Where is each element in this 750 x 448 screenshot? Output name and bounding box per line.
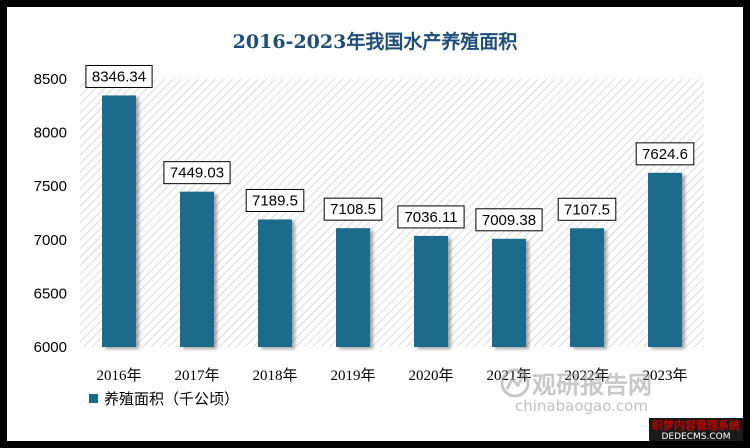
bar [414,235,448,347]
data-label-box [635,142,695,166]
bar [648,172,682,347]
watermark-brand: 观研报告网 [532,371,652,399]
watermark-logo-icon [500,368,530,398]
x-tick-label: 2016年 [96,367,141,384]
data-label: 7624.6 [642,146,688,163]
y-tick-label: 7500 [34,178,67,195]
watermark-site: chinabaogao.com [515,397,648,415]
x-tick-label: 2022年 [564,367,609,384]
bar [492,238,526,347]
x-tick-label: 2017年 [174,367,219,384]
corner-badge-background [649,418,743,441]
legend-label: 养殖面积（千公顷） [104,391,239,408]
data-label-box [163,161,231,185]
x-tick-label: 2018年 [252,367,297,384]
bar-chart: 2016-2023年我国水产养殖面积 6000 6500 7000 7500 8000 8… [34,30,743,441]
y-tick-label: 8500 [34,71,67,88]
chart-frame: 2016-2023年我国水产养殖面积 6000 6500 7000 7500 8000 8… [7,7,743,441]
data-label-box [323,197,383,221]
bar [180,191,214,347]
bar [336,228,370,347]
x-tick-label: 2023年 [642,367,687,384]
data-label: 7036.11 [404,209,457,226]
bar [258,219,292,347]
y-tick-label: 6500 [34,285,67,302]
data-label-box [397,205,465,229]
data-label: 7189.5 [252,192,298,209]
legend: 养殖面积（千公顷） [89,391,239,408]
bar [102,95,136,347]
data-label-box [475,208,543,232]
legend-swatch [89,394,98,403]
data-label: 8346.34 [92,68,146,85]
data-label-box [557,197,617,221]
y-tick-label: 8000 [34,125,67,142]
corner-badge-line1: 织梦内容管理系统 [652,418,740,432]
watermark: 观研报告网 chinabaogao.com [500,368,652,415]
data-label: 7449.03 [170,165,224,182]
chart-title: 2016-2023年我国水产养殖面积 [233,30,518,53]
data-label: 7107.5 [564,201,610,218]
x-tick-label: 2020年 [408,367,453,384]
data-label: 7108.5 [330,201,376,218]
data-label-box [85,64,153,88]
data-label-box [245,188,305,212]
y-tick-label: 6000 [34,339,67,356]
data-label: 7009.38 [482,212,536,229]
x-tick-label: 2019年 [330,367,375,384]
corner-badge-line2: DEDECMS.COM [662,432,731,441]
bar [570,228,604,347]
corner-badge: 织梦内容管理系统 DEDECMS.COM [649,418,743,441]
y-tick-label: 7000 [34,232,67,249]
